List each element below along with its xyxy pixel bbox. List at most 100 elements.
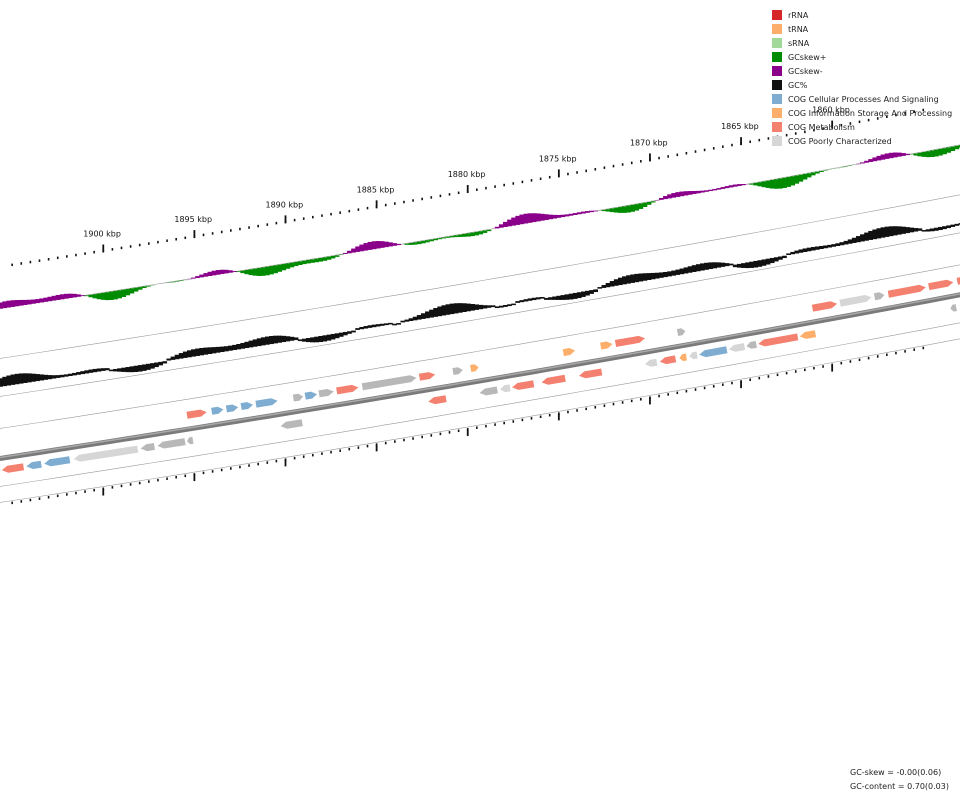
gc-content-bar [749,261,754,268]
ruler-minor-tick [129,245,132,248]
inner-ruler-minor-tick [849,360,852,363]
gc-content-bar [72,372,77,376]
gc-skew-neg-bar [55,294,61,300]
gc-content-bar [80,371,85,375]
gc-content-bar [539,296,545,299]
gc-content-bar [531,297,537,301]
ruler-minor-tick [84,252,86,255]
gc-content-bar [638,273,644,282]
gc-skew-neg-bar [359,244,365,252]
gc-skew-neg-bar [728,185,734,188]
gc-content-bar [498,305,504,308]
gc-skew-neg-bar [63,293,69,299]
gc-skew-neg-bar [507,219,512,227]
gc-content-bar [174,354,180,360]
inner-ruler-minor-tick [539,415,542,419]
gc-content-bar [63,374,69,377]
gc-content-bar [765,258,771,265]
gc-skew-neg-bar [195,276,200,278]
gc-skew-neg-bar [589,210,594,213]
gc-content-bar [248,340,254,348]
gc-content-bar [301,338,307,342]
gc-skew-neg-bar [191,277,196,279]
ruler-minor-tick [494,185,496,188]
ruler-minor-tick [166,239,168,242]
gc-skew-pos-bar [646,202,652,205]
gc-skew-neg-bar [51,295,57,301]
gc-skew-neg-bar [548,214,553,220]
gc-skew-neg-bar [556,214,562,218]
gc-content-bar [654,272,660,279]
genome-backbone-highlight [0,293,960,459]
gc-skew-pos-bar [310,259,315,263]
gc-content-bar [367,325,373,328]
gc-skew-pos-bar [256,268,262,276]
forward-gene [225,404,239,413]
gc-skew-neg-bar [860,162,865,164]
gc-skew-pos-bar [773,179,779,189]
inner-ruler-minor-tick [621,401,624,404]
ruler-minor-tick [248,226,250,229]
gc-skew-pos-bar [104,292,110,301]
inner-ruler-minor-tick [886,353,888,357]
gc-content-bar [868,230,873,240]
gc-skew-neg-bar [392,243,397,246]
gc-skew-neg-bar [712,188,718,191]
gc-skew-pos-bar [634,204,640,211]
stats-panel: GC-skew = -0.00(0.06) GC-content = 0.70(… [850,766,949,794]
gc-content-bar [404,319,410,322]
gc-skew-neg-bar [503,221,508,227]
ruler-minor-tick [412,199,414,202]
gc-skew-neg-bar [351,248,356,253]
gc-content-bar [802,248,808,252]
inner-ruler-minor-tick [312,453,314,457]
gc-skew-pos-bar [474,231,479,236]
ruler-minor-tick [822,127,824,130]
inner-ruler-minor-tick [858,358,861,362]
ruler-minor-tick [913,110,915,113]
legend-label: sRNA [788,38,810,48]
inner-ruler-minor-tick [658,394,660,398]
inner-ruler-minor-tick [56,494,59,498]
gc-content-bar [22,373,28,383]
legend-label: COG Cellular Processes And Signaling [788,94,939,104]
genome-backbone [0,292,960,462]
gc-skew-neg-bar [568,213,574,216]
gc-content-bar [109,369,114,372]
gc-skew-pos-bar [252,268,258,276]
inner-ruler-minor-tick [876,355,879,358]
inner-ruler-major-tick [466,429,469,437]
gc-skew-neg-bar [367,241,373,250]
gc-skew-neg-bar [552,214,557,219]
gc-content-bar [884,226,890,237]
gc-skew-pos-bar [942,148,947,155]
gc-content-bar [47,375,53,380]
gc-skew-pos-bar [420,240,426,244]
gc-skew-neg-bar [720,187,726,189]
gc-content-bar [162,361,168,364]
gc-content-bar [482,305,488,309]
ruler-minor-tick [603,166,606,169]
inner-ruler-minor-tick [785,371,788,375]
gc-skew-pos-bar [244,270,250,275]
gc-content-bar [700,263,705,271]
ruler-major-tick [102,244,105,253]
inner-ruler-minor-tick [804,368,806,372]
gc-skew-pos-bar [613,207,619,213]
reverse-gene [280,419,303,429]
ruler-minor-tick [630,161,633,165]
gc-skew-neg-bar [593,210,599,212]
reverse-gene [1,463,25,473]
gc-skew-neg-bar [876,155,882,161]
gc-content-bar [2,376,8,387]
gc-skew-neg-bar [868,159,873,162]
gc-content-bar [519,300,525,303]
ruler-label: 1900 kbp [83,230,121,239]
gc-skew-pos-bar [814,171,820,174]
gc-skew-neg-bar [363,243,369,251]
gc-skew-neg-bar [215,270,221,275]
inner-ruler-minor-tick [84,490,86,493]
gc-content-bar [182,351,188,358]
gc-content-bar [375,324,381,327]
gc-skew-neg-bar [658,197,664,200]
